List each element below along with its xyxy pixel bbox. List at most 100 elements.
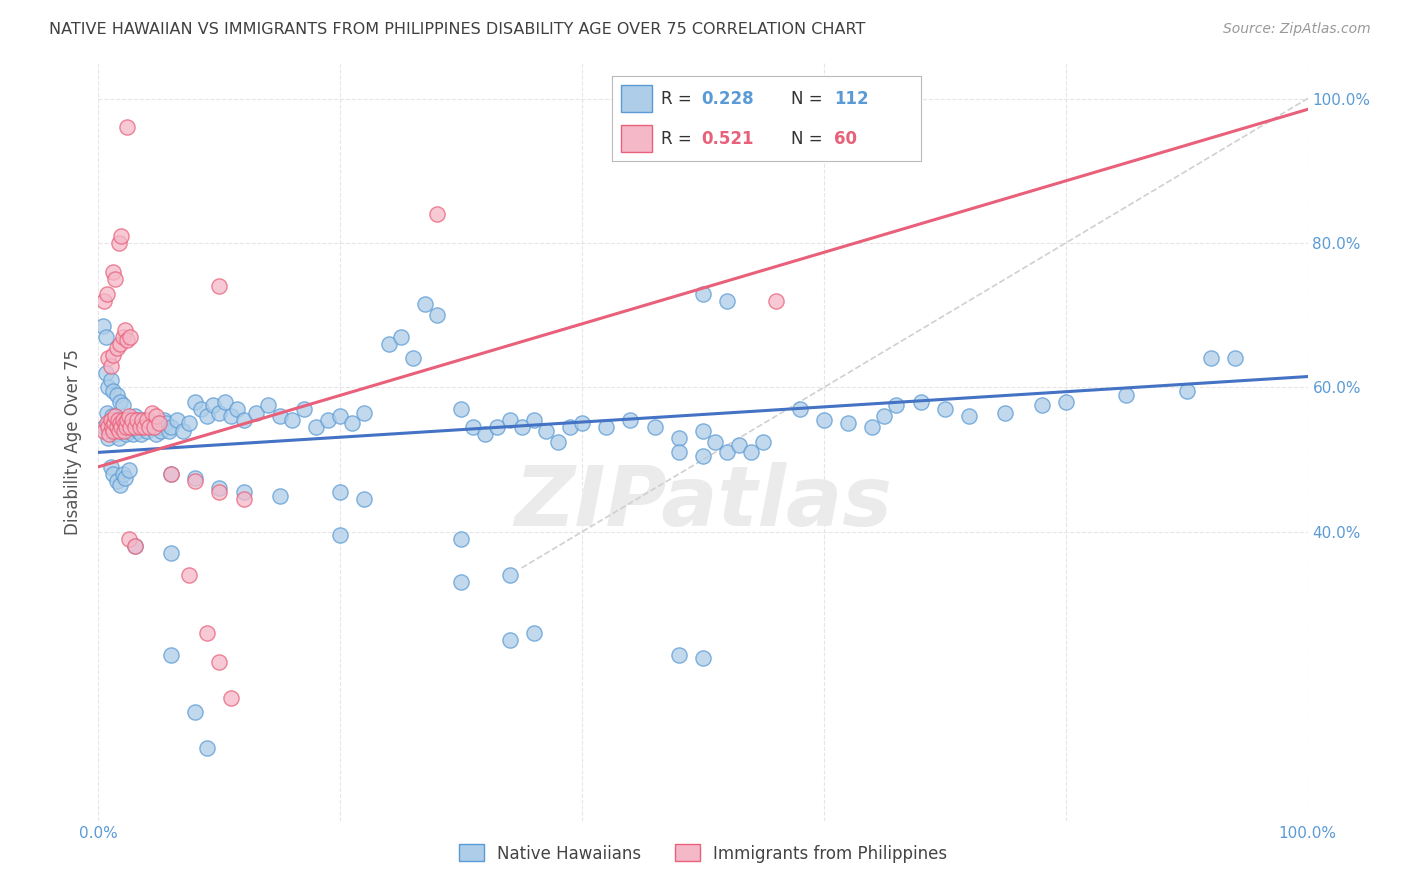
- Point: [104, 427, 127, 442]
- Text: ZIPatlas: ZIPatlas: [515, 462, 891, 542]
- Point: [108, 431, 131, 445]
- Point: [141, 406, 163, 420]
- Point: [101, 384, 124, 398]
- Point: [101, 420, 124, 434]
- Point: [118, 409, 141, 424]
- Point: [150, 424, 173, 438]
- Point: [118, 463, 141, 477]
- Point: [668, 648, 690, 662]
- Point: [716, 445, 738, 459]
- Point: [108, 417, 131, 431]
- Point: [813, 413, 835, 427]
- Point: [450, 532, 472, 546]
- Point: [148, 420, 170, 434]
- Point: [166, 413, 188, 427]
- Point: [105, 475, 128, 489]
- Point: [108, 337, 131, 351]
- Point: [353, 406, 375, 420]
- Point: [143, 417, 166, 431]
- Point: [179, 417, 201, 431]
- Point: [138, 413, 160, 427]
- Point: [329, 409, 352, 424]
- Point: [98, 427, 121, 442]
- Point: [101, 424, 124, 438]
- Point: [97, 420, 120, 434]
- Point: [184, 394, 207, 409]
- Point: [426, 207, 449, 221]
- Point: [668, 431, 690, 445]
- Point: [934, 402, 956, 417]
- Point: [740, 445, 762, 459]
- Point: [160, 648, 183, 662]
- Point: [110, 420, 132, 434]
- Point: [112, 417, 135, 431]
- Point: [389, 330, 412, 344]
- Point: [100, 420, 122, 434]
- Point: [115, 427, 138, 442]
- Point: [232, 485, 254, 500]
- Point: [107, 424, 129, 438]
- Point: [111, 467, 134, 481]
- Text: N =: N =: [792, 90, 828, 108]
- Point: [107, 413, 129, 427]
- Point: [131, 420, 153, 434]
- Point: [101, 348, 124, 362]
- Point: [342, 417, 364, 431]
- Point: [450, 575, 472, 590]
- Point: [668, 445, 690, 459]
- Point: [1054, 394, 1077, 409]
- Text: 0.228: 0.228: [702, 90, 754, 108]
- Point: [160, 467, 183, 481]
- Point: [558, 420, 581, 434]
- Point: [179, 568, 201, 582]
- Point: [510, 420, 533, 434]
- Legend: Native Hawaiians, Immigrants from Philippines: Native Hawaiians, Immigrants from Philip…: [453, 838, 953, 869]
- Point: [214, 394, 236, 409]
- Point: [101, 467, 124, 481]
- Point: [208, 485, 231, 500]
- Point: [97, 431, 120, 445]
- Point: [148, 417, 170, 431]
- Point: [155, 417, 177, 431]
- Point: [994, 406, 1017, 420]
- Point: [111, 330, 134, 344]
- Point: [124, 539, 146, 553]
- Point: [498, 633, 520, 648]
- Point: [221, 409, 243, 424]
- Point: [595, 420, 617, 434]
- Point: [292, 402, 315, 417]
- Point: [124, 539, 146, 553]
- Point: [100, 424, 122, 438]
- Point: [202, 399, 225, 413]
- FancyBboxPatch shape: [621, 125, 652, 152]
- Point: [114, 417, 136, 431]
- Point: [523, 626, 546, 640]
- Point: [534, 424, 557, 438]
- Point: [256, 399, 278, 413]
- Point: [765, 293, 787, 308]
- Point: [135, 424, 157, 438]
- Point: [108, 420, 131, 434]
- Point: [172, 424, 194, 438]
- Point: [377, 337, 399, 351]
- Text: N =: N =: [792, 129, 828, 147]
- Text: Source: ZipAtlas.com: Source: ZipAtlas.com: [1223, 22, 1371, 37]
- Point: [413, 297, 436, 311]
- Point: [127, 413, 149, 427]
- Point: [498, 568, 520, 582]
- Point: [1031, 399, 1053, 413]
- Point: [110, 413, 132, 427]
- Point: [131, 413, 153, 427]
- Point: [103, 413, 125, 427]
- Point: [93, 424, 115, 438]
- Point: [108, 235, 131, 250]
- Point: [100, 459, 122, 474]
- Point: [316, 413, 339, 427]
- Point: [269, 489, 291, 503]
- Point: [121, 413, 143, 427]
- Point: [329, 528, 352, 542]
- Point: [138, 420, 160, 434]
- Point: [450, 402, 472, 417]
- Point: [486, 420, 509, 434]
- Point: [100, 373, 122, 387]
